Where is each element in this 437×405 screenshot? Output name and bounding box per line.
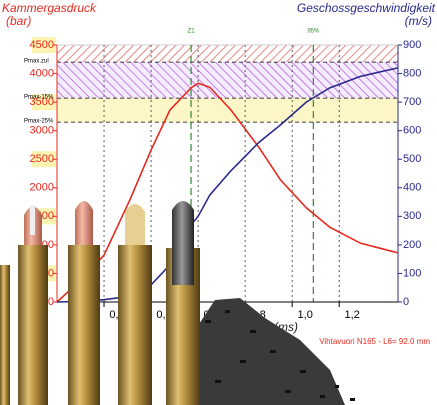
load-note: Vihtavuori N165 - L6= 92.0 mm <box>319 337 430 346</box>
marker-label: 95% <box>307 29 320 35</box>
x-tick-label: 1,0 <box>298 309 313 321</box>
y-tick-label: 0 <box>48 296 54 308</box>
powder-grains <box>205 310 355 401</box>
marker-label: Z1 <box>188 29 196 35</box>
y-tick-label: 4000 <box>30 67 54 79</box>
y-tick-band <box>32 37 56 53</box>
y2-tick-label: 500 <box>403 153 421 165</box>
series-line <box>56 82 399 303</box>
y-tick-label: 4500 <box>30 39 54 51</box>
y2-tick-label: 600 <box>403 125 421 137</box>
limit-label: Pmax-25% <box>24 119 54 125</box>
y2-tick-label: 400 <box>403 182 421 194</box>
y-tick-band <box>32 151 56 168</box>
limit-label: Pmax.zul <box>24 59 49 65</box>
y2-tick-label: 900 <box>403 39 421 51</box>
y-tick-label: 3000 <box>30 125 54 137</box>
y2-axis-title: Geschossgeschwindigkeit <box>297 1 436 15</box>
y2-tick-label: 100 <box>403 267 421 279</box>
y2-tick-label: 300 <box>403 210 421 222</box>
limit-label: Pmax-15% <box>24 95 54 101</box>
y2-tick-label: 200 <box>403 239 421 251</box>
powder-pile <box>185 298 345 405</box>
cartridge-photo <box>0 201 355 405</box>
y2-tick-label: 800 <box>403 67 421 79</box>
limit-band <box>57 62 398 99</box>
limit-band <box>57 98 398 123</box>
limit-band <box>57 45 398 63</box>
y2-tick-label: 0 <box>403 296 409 308</box>
y-axis-unit: (bar) <box>6 14 31 28</box>
y-tick-label: 3500 <box>30 96 54 108</box>
y-tick-label: 2500 <box>30 153 54 165</box>
x-tick-label: 1,2 <box>345 309 360 321</box>
y2-axis-unit: (m/s) <box>405 14 432 28</box>
y-tick-band <box>32 94 56 111</box>
y-axis-title: Kammergasdruck <box>2 1 97 15</box>
series-line <box>56 67 399 303</box>
y2-tick-label: 700 <box>403 96 421 108</box>
y-tick-label: 2000 <box>30 182 54 194</box>
